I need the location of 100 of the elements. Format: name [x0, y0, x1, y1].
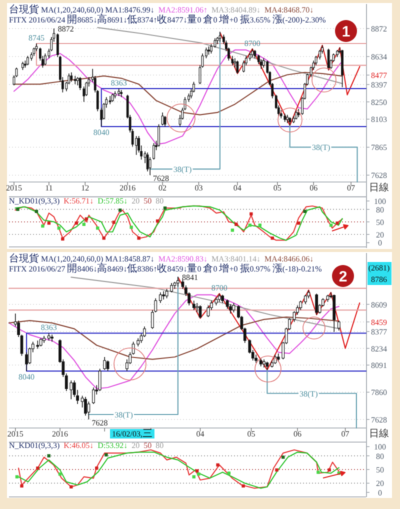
point — [137, 236, 140, 240]
candlestick — [161, 112, 164, 126]
annotation: 1 — [342, 24, 350, 40]
candlestick — [229, 304, 232, 314]
x-tick-label: 02 — [158, 184, 167, 192]
y-tick-label: 20 — [376, 479, 384, 488]
point — [36, 466, 40, 470]
x-tick-label: 06 — [310, 184, 318, 192]
line-series — [97, 27, 343, 84]
candlestick — [314, 55, 318, 66]
text: MA4:8468.70↓ — [264, 6, 314, 14]
point — [104, 453, 108, 456]
annotation: 2 — [338, 268, 348, 286]
candlestick — [214, 38, 216, 48]
text: MA3:8401.14↓ — [211, 254, 261, 264]
candlestick — [70, 72, 73, 82]
point — [250, 212, 253, 216]
annotation: 20 — [132, 441, 140, 450]
point — [95, 466, 98, 470]
candlestick — [103, 356, 106, 370]
chart-title: N_KD01(9,3,3) — [9, 196, 60, 206]
candlestick — [218, 32, 222, 42]
annotation: 8040 — [18, 372, 35, 382]
y-tick-label: 100 — [374, 196, 386, 206]
annotation: 80 — [156, 441, 164, 450]
text: MA4:8466.06↓ — [264, 254, 314, 264]
point — [328, 468, 331, 472]
point — [258, 224, 262, 227]
candlestick — [226, 299, 229, 310]
point — [216, 463, 220, 467]
chart-title: 台現貨 MA(1,20,240,60,0) MA1:8458.87↓ — [9, 252, 154, 264]
annotation: 8700 — [244, 38, 260, 48]
series-label: D:53.92↓ — [98, 441, 128, 450]
point — [275, 468, 278, 472]
point — [130, 226, 133, 229]
candlestick — [158, 124, 160, 148]
y-tick-label: 8634 — [371, 52, 387, 62]
candlestick — [206, 304, 210, 318]
point — [282, 456, 285, 459]
series-label: D:57.85↓ — [98, 196, 128, 206]
x-tick-label: 2015 — [6, 184, 22, 192]
x-tick-label: 07 — [347, 184, 356, 192]
point — [16, 208, 20, 211]
text: MA2:8591.06↑ — [158, 6, 208, 14]
text: 16/02/03,三 — [112, 428, 152, 440]
x-tick-label: 12 — [81, 184, 90, 192]
x-tick-label: 07 — [341, 430, 350, 438]
point — [61, 237, 64, 241]
candlestick — [146, 152, 149, 172]
candlestick — [210, 44, 212, 54]
point — [118, 208, 122, 212]
candlestick — [25, 352, 28, 372]
series-label: K:46.05↓ — [64, 441, 94, 450]
candlestick — [294, 110, 298, 120]
candlestick — [78, 76, 82, 90]
candlestick — [164, 116, 166, 127]
point — [47, 454, 50, 458]
annotation: 8700 — [211, 284, 228, 293]
candlestick — [100, 107, 103, 127]
annotation: 8872 — [58, 24, 74, 34]
y-tick-label: 50 — [376, 466, 384, 474]
annotation: 50 — [144, 196, 152, 206]
candlestick — [106, 360, 110, 372]
annotation: 80 — [156, 196, 164, 206]
y-tick-label: 0 — [378, 238, 382, 248]
annotation: 20 — [132, 196, 140, 206]
annotation: 8040 — [93, 128, 110, 138]
x-tick-label: 06 — [293, 430, 302, 438]
point — [234, 222, 238, 226]
candlestick — [158, 292, 162, 304]
candlestick — [44, 53, 46, 66]
point — [197, 472, 200, 476]
candlestick — [299, 300, 302, 310]
candlestick — [192, 300, 196, 310]
x-tick-label: 11 — [45, 184, 53, 192]
y-tick-label: 8103 — [371, 115, 387, 124]
candlestick — [327, 48, 330, 70]
line-series — [70, 276, 340, 330]
point — [230, 228, 234, 232]
point — [336, 222, 339, 225]
y-tick-label: 8477 — [371, 71, 387, 80]
y-tick-label: 8250 — [371, 98, 387, 107]
candlestick — [98, 368, 102, 392]
y-tick-label: 8459 — [371, 318, 387, 327]
y-tick-label: 80 — [376, 452, 384, 461]
candlestick — [318, 50, 322, 60]
y-tick-label: 7628 — [371, 415, 387, 424]
text: 8786 — [371, 275, 387, 284]
annotation: 8841 — [182, 273, 198, 282]
annotation: 8745 — [28, 34, 44, 42]
point — [227, 472, 231, 475]
y-tick-label: 8091 — [371, 361, 387, 370]
text: FITX 2016/06/24 開8685↓高8691↓低8374↑收8477↓量0 倉0 增+0 振3.65% 漲(-200)-2.30% — [9, 14, 326, 26]
candlestick — [262, 58, 265, 68]
x-tick-label: 04 — [196, 430, 204, 438]
y-tick-label: 8397 — [371, 80, 387, 90]
x-tick-label: 03 — [194, 184, 203, 192]
x-tick-label: 05 — [273, 184, 282, 192]
candlestick — [236, 60, 239, 74]
y-tick-label: 7865 — [371, 143, 387, 152]
